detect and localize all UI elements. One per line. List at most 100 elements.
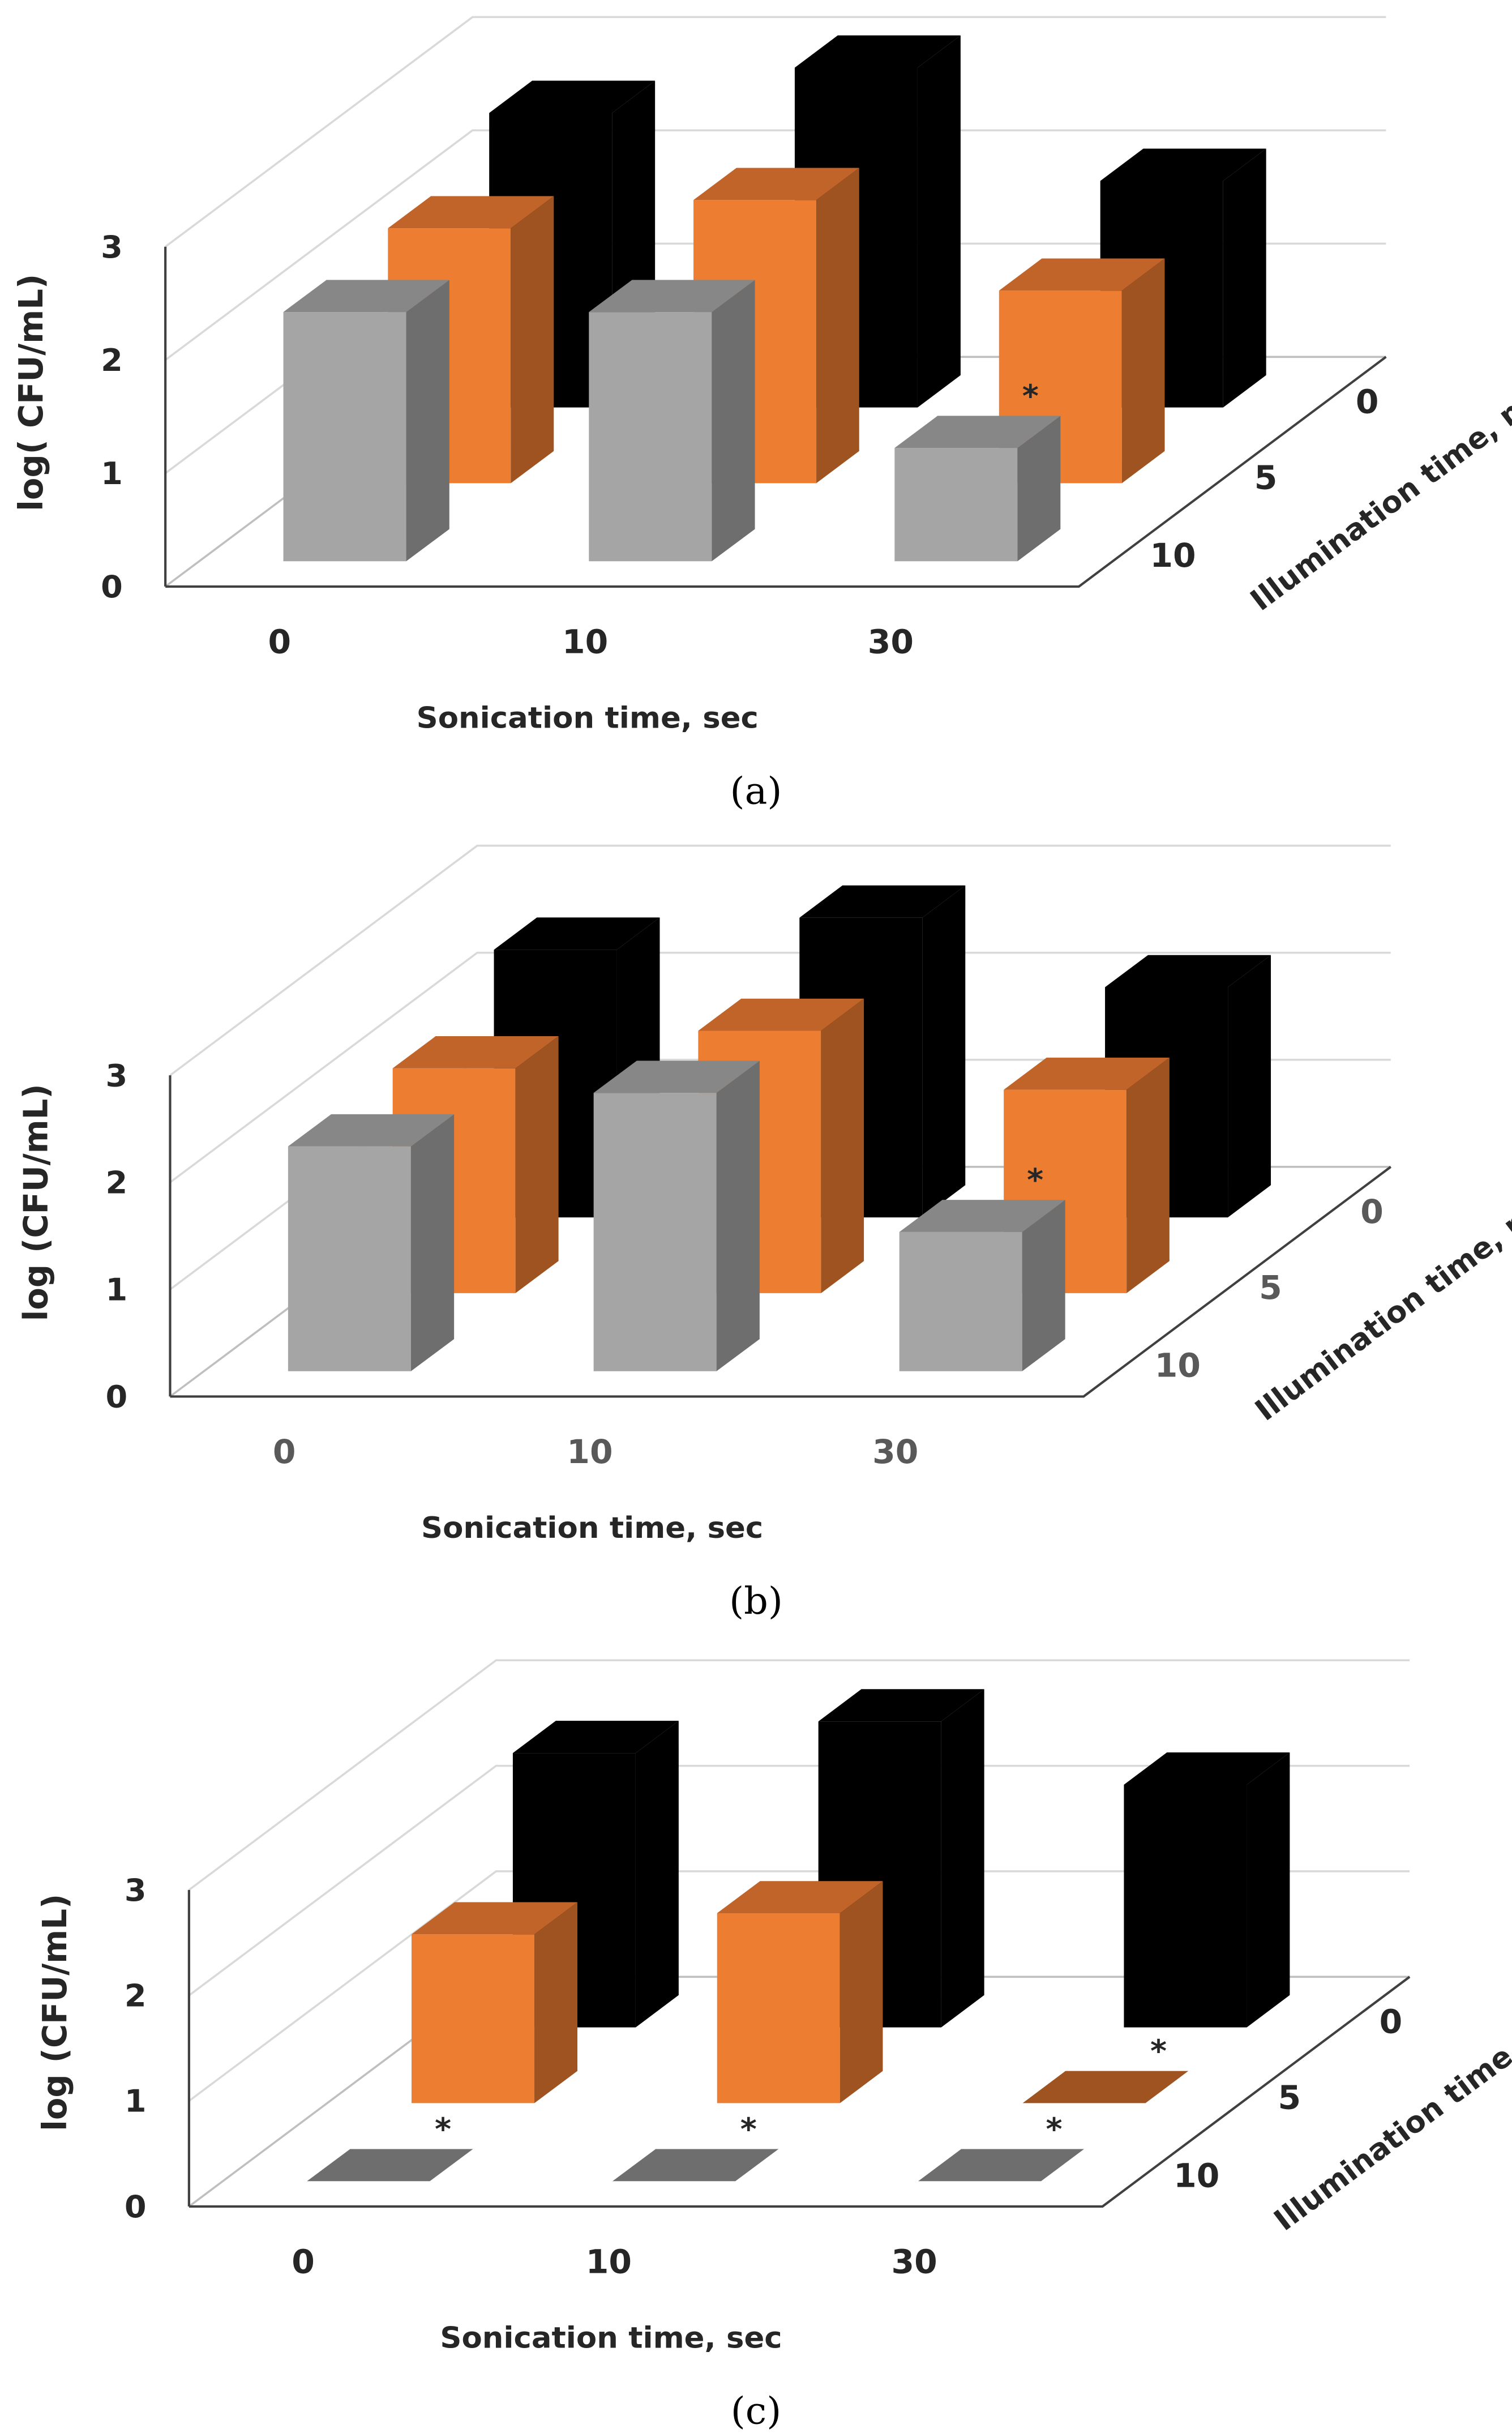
x-tick-label: 10	[562, 623, 608, 661]
bar-side-face	[839, 1881, 883, 2103]
bar-top-face	[307, 2149, 473, 2182]
bar-top-face	[288, 1114, 455, 1147]
bar-side-face	[635, 1721, 679, 2028]
bar-top-face	[818, 1689, 984, 1722]
bar-top-face	[1105, 955, 1271, 987]
bar-top-face	[999, 258, 1165, 291]
bar-front-face	[899, 1232, 1022, 1371]
floor-axis-line	[170, 1166, 1392, 1398]
depth-tick-label: 0	[1356, 383, 1379, 421]
bar-side-face	[1126, 1057, 1170, 1293]
bar-0s-10min	[307, 2149, 473, 2182]
bar-front-face	[717, 1913, 840, 2103]
x-axis-title: Sonication time, sec	[417, 701, 759, 736]
bar-30s-10min	[899, 1200, 1065, 1371]
bar-front-face	[1124, 1785, 1247, 2028]
depth-tick-label: 0	[1380, 2003, 1403, 2041]
gridline	[169, 951, 1391, 1183]
x-axis-title: Sonication time, sec	[440, 2321, 782, 2355]
y-tick-label: 1	[125, 2084, 147, 2120]
bar-side-face	[941, 1689, 984, 2028]
bar-30s-10min	[894, 416, 1061, 562]
bar-top-face	[698, 998, 864, 1031]
bar-front-face	[589, 312, 712, 562]
bar-front-face	[412, 1934, 535, 2103]
x-tick-label: 0	[273, 1433, 296, 1471]
significance-asterisk: *	[1150, 2034, 1167, 2070]
significance-asterisk: *	[435, 2111, 451, 2148]
depth-tick-label: 5	[1254, 459, 1278, 497]
y-tick-label: 2	[101, 343, 123, 379]
y-tick-label: 3	[125, 1872, 147, 1909]
bar-side-face	[534, 1902, 577, 2103]
bar-10s-10min	[593, 1061, 760, 1371]
depth-tick-label: 0	[1360, 1192, 1383, 1230]
bar-top-face	[489, 80, 656, 113]
bar-side-face	[1247, 1752, 1290, 2028]
depth-tick-label: 5	[1278, 2079, 1301, 2116]
bar-30s-0min	[1124, 1752, 1290, 2028]
y-tick-label: 3	[106, 1058, 128, 1094]
bar-top-face	[612, 2149, 779, 2182]
bar-side-face	[511, 196, 554, 484]
x-axis-title: Sonication time, sec	[421, 1511, 763, 1545]
panel-caption: (a)	[730, 769, 782, 813]
bar-side-face	[406, 280, 449, 562]
gridline	[165, 16, 1386, 248]
bar-0s-10min	[288, 1114, 455, 1371]
bar-top-face	[412, 1902, 577, 1935]
x-tick-label: 0	[268, 623, 292, 661]
bar-side-face	[712, 280, 755, 562]
bar-side-face	[816, 168, 859, 484]
bar-top-face	[794, 35, 961, 68]
bar-top-face	[1022, 2071, 1189, 2103]
bar-top-face	[388, 196, 554, 229]
bar-0s-5min	[412, 1902, 577, 2103]
bar-side-face	[821, 998, 864, 1293]
bar-30s-5min	[1022, 2071, 1189, 2103]
panel-caption: (b)	[729, 1579, 783, 1623]
bar-side-face	[410, 1114, 455, 1371]
significance-asterisk: *	[740, 2111, 757, 2148]
x-tick-label: 30	[872, 1433, 918, 1471]
depth-tick-label: 5	[1259, 1268, 1282, 1306]
bar-top-face	[894, 416, 1061, 448]
y-tick-label: 2	[106, 1165, 128, 1201]
bar-10s-5min	[717, 1881, 883, 2103]
chart-panel-1: * 0 1 2 3 log (CFU/mL) 0 10 30 Sonication time, s…	[16, 844, 1512, 1623]
y-axis-title: log (CFU/mL)	[16, 1084, 55, 1321]
x-tick-label: 30	[891, 2243, 937, 2281]
bar-top-face	[717, 1881, 883, 1913]
bar-front-face	[593, 1093, 717, 1371]
bar-top-face	[593, 1061, 760, 1093]
floor-axis-line	[189, 1976, 1411, 2208]
bar-top-face	[1100, 148, 1266, 181]
gridline	[169, 844, 1391, 1076]
bar-side-face	[917, 35, 961, 408]
bar-side-face	[1022, 1200, 1065, 1371]
bar-front-face	[283, 312, 406, 562]
y-tick-label: 3	[101, 229, 123, 266]
x-tick-label: 0	[292, 2243, 315, 2281]
bar-side-face	[1228, 955, 1271, 1218]
y-tick-label: 2	[125, 1978, 147, 2015]
bar-0s-10min	[283, 280, 449, 562]
bar-side-face	[1223, 148, 1266, 408]
bar-top-face	[283, 280, 449, 313]
y-axis-title: log( CFU/mL)	[12, 274, 51, 511]
bar-front-face	[894, 448, 1018, 562]
y-tick-label: 0	[101, 569, 123, 605]
bar-top-face	[494, 917, 660, 950]
significance-asterisk: *	[1022, 378, 1039, 414]
bar-top-face	[1004, 1057, 1170, 1090]
gridline	[188, 1659, 1410, 1891]
gridline	[188, 1870, 1410, 2102]
bar-top-face	[512, 1721, 679, 1754]
depth-tick-label: 10	[1150, 537, 1196, 575]
chart-panel-2: * * * * 0 1 2 3 log (CFU/mL) 0 10 30 Sonication time…	[35, 1659, 1512, 2432]
bar-side-face	[1121, 258, 1165, 484]
x-tick-label: 30	[868, 623, 914, 661]
bar-top-face	[1124, 1752, 1290, 1785]
x-tick-label: 10	[567, 1433, 612, 1471]
